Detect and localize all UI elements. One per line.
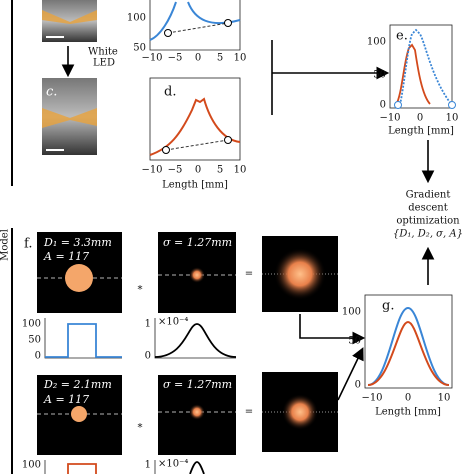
shape: [149, 97, 241, 156]
shape: [364, 294, 453, 389]
shape: [394, 101, 402, 109]
tick-label: 100: [22, 319, 41, 330]
tick-label: 5: [217, 165, 223, 176]
shape: [164, 29, 172, 37]
tick-label: 100: [367, 37, 386, 48]
shape: [65, 264, 93, 292]
panel-label: e.: [396, 29, 408, 44]
shape: [224, 136, 232, 144]
shape: [299, 314, 366, 345]
shape: [162, 146, 170, 154]
led-label: LED: [93, 58, 115, 69]
tick-label: 0: [380, 100, 386, 111]
tick-label: −10: [361, 393, 382, 404]
shape: [149, 77, 241, 161]
shape: [167, 22, 229, 34]
tick-label: 50: [373, 70, 386, 81]
shape: [45, 323, 122, 358]
param-label: σ = 1.27mm: [163, 378, 232, 391]
shape: [154, 323, 237, 358]
tick-label: 100: [342, 307, 361, 318]
panel-label: f.: [24, 237, 32, 252]
shape: [282, 394, 318, 430]
shape: [189, 461, 205, 474]
shape: [149, 1, 241, 41]
tick-label: 1: [145, 319, 151, 330]
tick-label: 50: [28, 335, 41, 346]
tick-label: 10: [234, 53, 247, 64]
tick-label: 0: [195, 53, 201, 64]
caption: {D₁, D₂, σ, A}: [393, 229, 463, 240]
shape: [399, 28, 453, 106]
shape: [44, 318, 122, 359]
param-label: D₂ = 2.1mm: [43, 378, 112, 391]
caption: descent: [408, 203, 447, 214]
tick-label: −5: [168, 165, 183, 176]
caption: optimization: [396, 216, 460, 227]
tick-label: 50: [133, 43, 146, 54]
operator: =: [245, 407, 253, 418]
shape: [274, 248, 326, 300]
shape: [367, 320, 450, 386]
side-label: Model: [0, 229, 11, 261]
axis-label: Length [mm]: [388, 126, 454, 137]
led-label: White: [88, 47, 118, 58]
tick-label: 0: [405, 393, 411, 404]
tick-label: 100: [127, 13, 146, 24]
tick-label: 0: [35, 351, 41, 362]
panel-label: d.: [164, 85, 176, 100]
shape: [367, 306, 450, 386]
shape: [165, 139, 229, 151]
panel-label: c.: [46, 85, 57, 100]
tick-label: −10: [141, 53, 162, 64]
shape: [395, 43, 431, 106]
param-label: D₁ = 3.3mm: [43, 236, 112, 249]
layout: [11, 0, 456, 474]
operator: *: [138, 285, 143, 296]
shape: [149, 0, 241, 51]
operator: *: [138, 423, 143, 434]
caption: Gradient: [406, 190, 451, 201]
tick-label: 10: [446, 113, 459, 124]
operator: =: [245, 269, 253, 280]
panel-label: g.: [382, 299, 394, 314]
tick-label: 0: [145, 351, 151, 362]
axis-label: Length [mm]: [375, 407, 441, 418]
tick-label: 10: [234, 165, 247, 176]
shape: [154, 318, 236, 359]
tick-label: −10: [141, 165, 162, 176]
param-label: σ = 1.27mm: [163, 236, 232, 249]
shape: [189, 404, 205, 420]
shape: [448, 101, 456, 109]
shape: [224, 19, 232, 27]
shape: [389, 24, 453, 109]
axis-label: Length [mm]: [162, 180, 228, 191]
tick-label: 0: [355, 380, 361, 391]
tick-label: 0: [417, 113, 423, 124]
tick-label: 10: [438, 393, 451, 404]
tick-label: 0: [195, 165, 201, 176]
axis-scale: ×10⁻⁴: [158, 459, 188, 470]
shape: [42, 108, 97, 128]
tick-label: 50: [348, 336, 361, 347]
tick-label: −5: [168, 53, 183, 64]
tick-label: 5: [217, 53, 223, 64]
shape: [42, 10, 97, 24]
tick-label: −10: [379, 113, 400, 124]
tick-label: 100: [22, 460, 41, 471]
param-label: A = 117: [43, 393, 89, 406]
shape: [71, 406, 87, 422]
tick-label: 1: [145, 460, 151, 471]
shape: [189, 267, 205, 283]
shape: [67, 463, 97, 474]
axis-scale: ×10⁻⁴: [158, 317, 188, 328]
shape: [337, 347, 364, 401]
param-label: A = 117: [43, 250, 89, 263]
